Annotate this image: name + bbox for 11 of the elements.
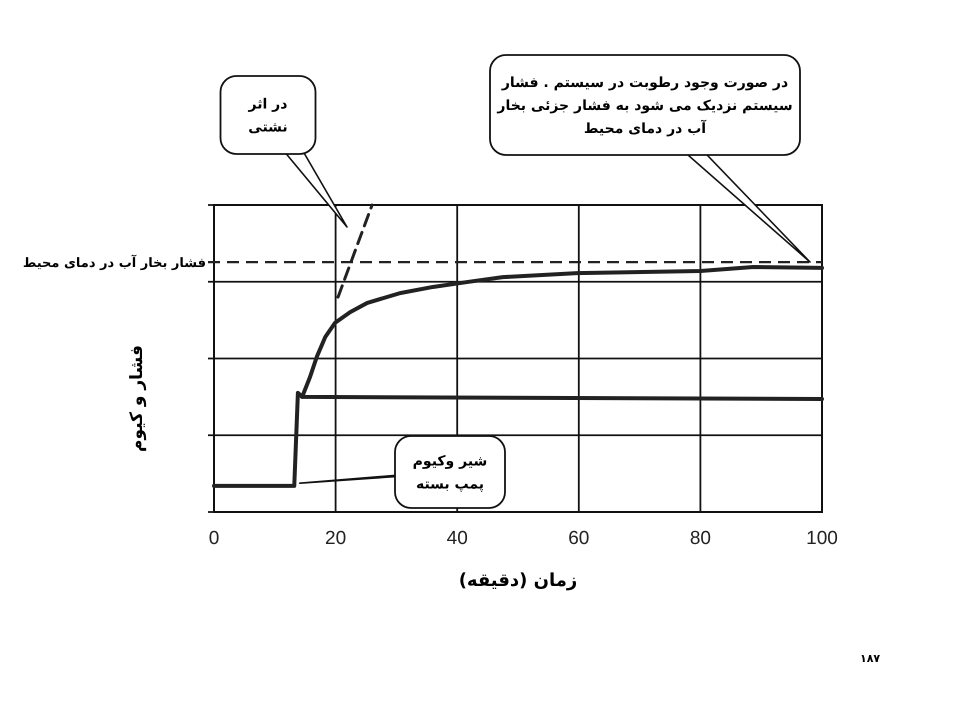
x-tick-label: 40 (446, 528, 468, 549)
annotation: شیر وکیوم پمپ بسته (412, 454, 488, 492)
x-tick-label: 60 (568, 528, 590, 549)
x-tick-label: 0 (208, 528, 220, 549)
ref-line-label: فشار بخار آب در دمای محیط (22, 254, 206, 272)
y-axis-title: فشار و کیوم (127, 345, 147, 452)
x-tick-label: 80 (690, 528, 711, 549)
text: ۱۸۷ (860, 652, 880, 665)
x-tick-label: 20 (325, 528, 346, 549)
x-tick-label: 100 (806, 528, 838, 549)
x-axis-title: زمان (دقیقه) (458, 570, 578, 591)
